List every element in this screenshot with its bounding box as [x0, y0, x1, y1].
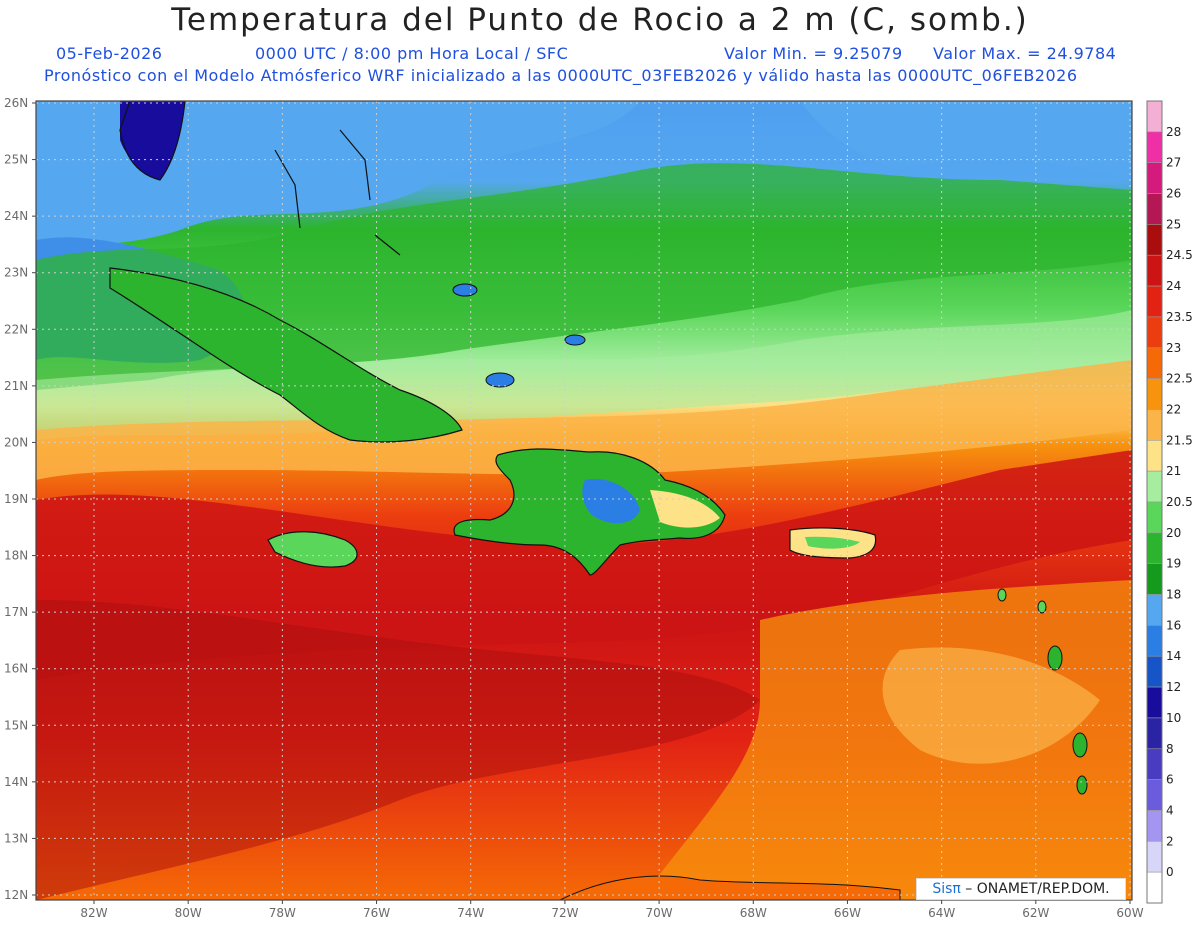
lat-label: 15N: [4, 718, 28, 732]
colorbar-label: 14: [1166, 649, 1181, 663]
colorbar-label: 22.5: [1166, 372, 1193, 386]
lon-label: 74W: [457, 906, 484, 920]
lat-label: 23N: [4, 266, 28, 280]
colorbar-label: 18: [1166, 588, 1181, 602]
colorbar-swatch: [1146, 655, 1163, 688]
lon-label: 80W: [175, 906, 202, 920]
colorbar-label: 6: [1166, 773, 1174, 787]
credit-org: – ONAMET/REP.DOM.: [960, 881, 1110, 897]
colorbar-label: 16: [1166, 618, 1181, 632]
map-field: [36, 101, 1132, 900]
lat-label: 12N: [4, 888, 28, 902]
colorbar-label: 0: [1166, 865, 1174, 879]
min-value: Valor Min. = 9.25079: [724, 44, 903, 63]
colorbar-swatch: [1146, 224, 1163, 256]
lat-label: 26N: [4, 96, 28, 110]
colorbar-swatch: [1146, 378, 1163, 410]
colorbar-label: 25: [1166, 217, 1181, 231]
colorbar: 2827262524.52423.52322.52221.52120.52019…: [1146, 100, 1193, 904]
colorbar-label: 28: [1166, 125, 1181, 139]
colorbar-label: 24.5: [1166, 248, 1193, 262]
colorbar-label: 20.5: [1166, 495, 1193, 509]
lat-label: 24N: [4, 209, 28, 223]
colorbar-swatch: [1146, 594, 1163, 626]
lon-label: 64W: [928, 906, 955, 920]
lon-label: 68W: [740, 906, 767, 920]
lon-label: 76W: [363, 906, 390, 920]
forecast-time: 0000 UTC / 8:00 pm Hora Local / SFC: [255, 44, 569, 63]
colorbar-swatch: [1146, 717, 1163, 750]
colorbar-swatch: [1146, 625, 1163, 657]
map-title: Temperatura del Punto de Rocio a 2 m (C,…: [171, 2, 1029, 38]
colorbar-label: 10: [1166, 711, 1181, 725]
colorbar-swatch: [1146, 686, 1163, 719]
colorbar-label: 12: [1166, 680, 1181, 694]
colorbar-label: 8: [1166, 742, 1174, 756]
colorbar-label: 27: [1166, 156, 1181, 170]
colorbar-swatch: [1146, 131, 1163, 163]
colorbar-swatch: [1146, 563, 1163, 595]
colorbar-swatch: [1146, 193, 1163, 225]
lat-label: 21N: [4, 379, 28, 393]
map-frame: [35, 100, 1133, 901]
lon-label: 82W: [80, 906, 107, 920]
lat-label: 17N: [4, 605, 28, 619]
lat-label: 14N: [4, 775, 28, 789]
credit-box: Sisπ – ONAMET/REP.DOM.: [916, 878, 1126, 900]
lon-label: 70W: [646, 906, 673, 920]
colorbar-label: 23: [1166, 341, 1181, 355]
colorbar-swatch: [1146, 100, 1163, 133]
colorbar-label: 24: [1166, 279, 1181, 293]
lon-label: 66W: [834, 906, 861, 920]
colorbar-swatch: [1146, 409, 1163, 441]
colorbar-swatch: [1146, 285, 1163, 318]
colorbar-swatch: [1146, 254, 1163, 287]
lat-label: 20N: [4, 435, 28, 449]
colorbar-swatch: [1146, 871, 1163, 904]
colorbar-swatch: [1146, 501, 1163, 534]
sispi-logo-text: Sisπ: [932, 881, 961, 897]
colorbar-swatch: [1146, 779, 1163, 811]
colorbar-label: 19: [1166, 557, 1181, 571]
colorbar-label: 21: [1166, 464, 1181, 478]
lat-label: 22N: [4, 322, 28, 336]
colorbar-swatch: [1146, 470, 1163, 503]
colorbar-swatch: [1146, 748, 1163, 780]
colorbar-swatch: [1146, 841, 1163, 873]
colorbar-swatch: [1146, 162, 1163, 194]
colorbar-frame: [1146, 100, 1163, 904]
lat-label: 25N: [4, 153, 28, 167]
colorbar-swatch: [1146, 316, 1163, 349]
lat-label: 19N: [4, 492, 28, 506]
lat-label: 16N: [4, 662, 28, 676]
colorbar-label: 23.5: [1166, 310, 1193, 324]
forecast-date: 05-Feb-2026: [56, 44, 163, 63]
lon-label: 62W: [1022, 906, 1049, 920]
colorbar-label: 20: [1166, 526, 1181, 540]
graticule: [32, 101, 1132, 904]
lon-label: 60W: [1116, 906, 1143, 920]
colorbar-swatch: [1146, 532, 1163, 564]
lon-label: 78W: [269, 906, 296, 920]
max-value: Valor Max. = 24.9784: [933, 44, 1117, 63]
colorbar-label: 22: [1166, 402, 1181, 416]
model-description: Pronóstico con el Modelo Atmósferico WRF…: [44, 66, 1078, 85]
colorbar-label: 4: [1166, 803, 1174, 817]
lon-label: 72W: [551, 906, 578, 920]
colorbar-label: 21.5: [1166, 433, 1193, 447]
colorbar-swatch: [1146, 440, 1163, 472]
lat-label: 13N: [4, 831, 28, 845]
colorbar-label: 2: [1166, 834, 1174, 848]
colorbar-swatch: [1146, 347, 1163, 379]
colorbar-label: 26: [1166, 187, 1181, 201]
lat-label: 18N: [4, 549, 28, 563]
colorbar-swatch: [1146, 810, 1163, 842]
